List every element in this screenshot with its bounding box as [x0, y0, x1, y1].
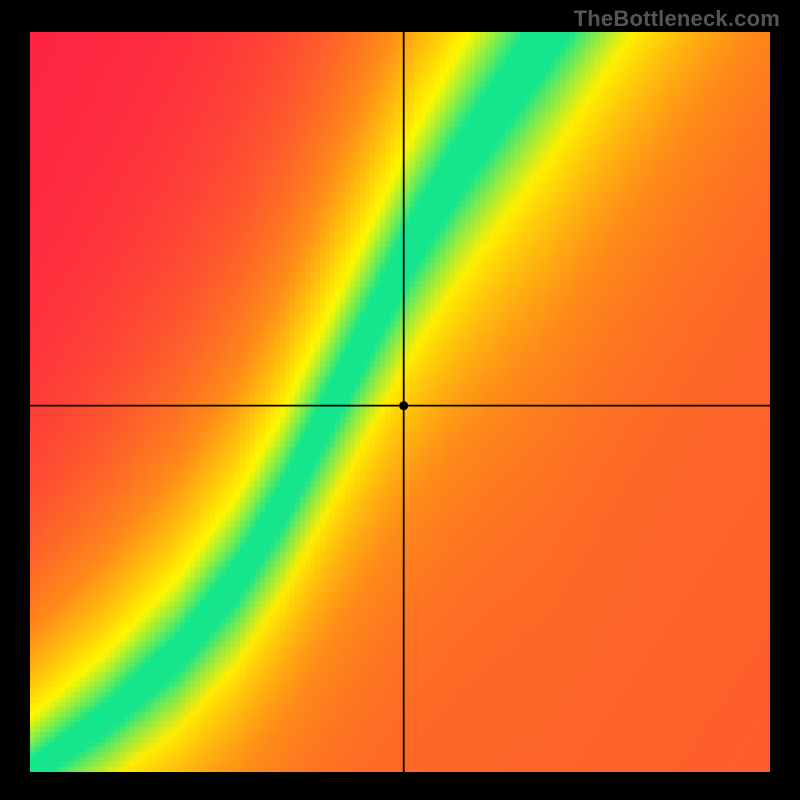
watermark-text: TheBottleneck.com: [574, 6, 780, 32]
heatmap-canvas: [30, 32, 770, 772]
chart-container: TheBottleneck.com: [0, 0, 800, 800]
